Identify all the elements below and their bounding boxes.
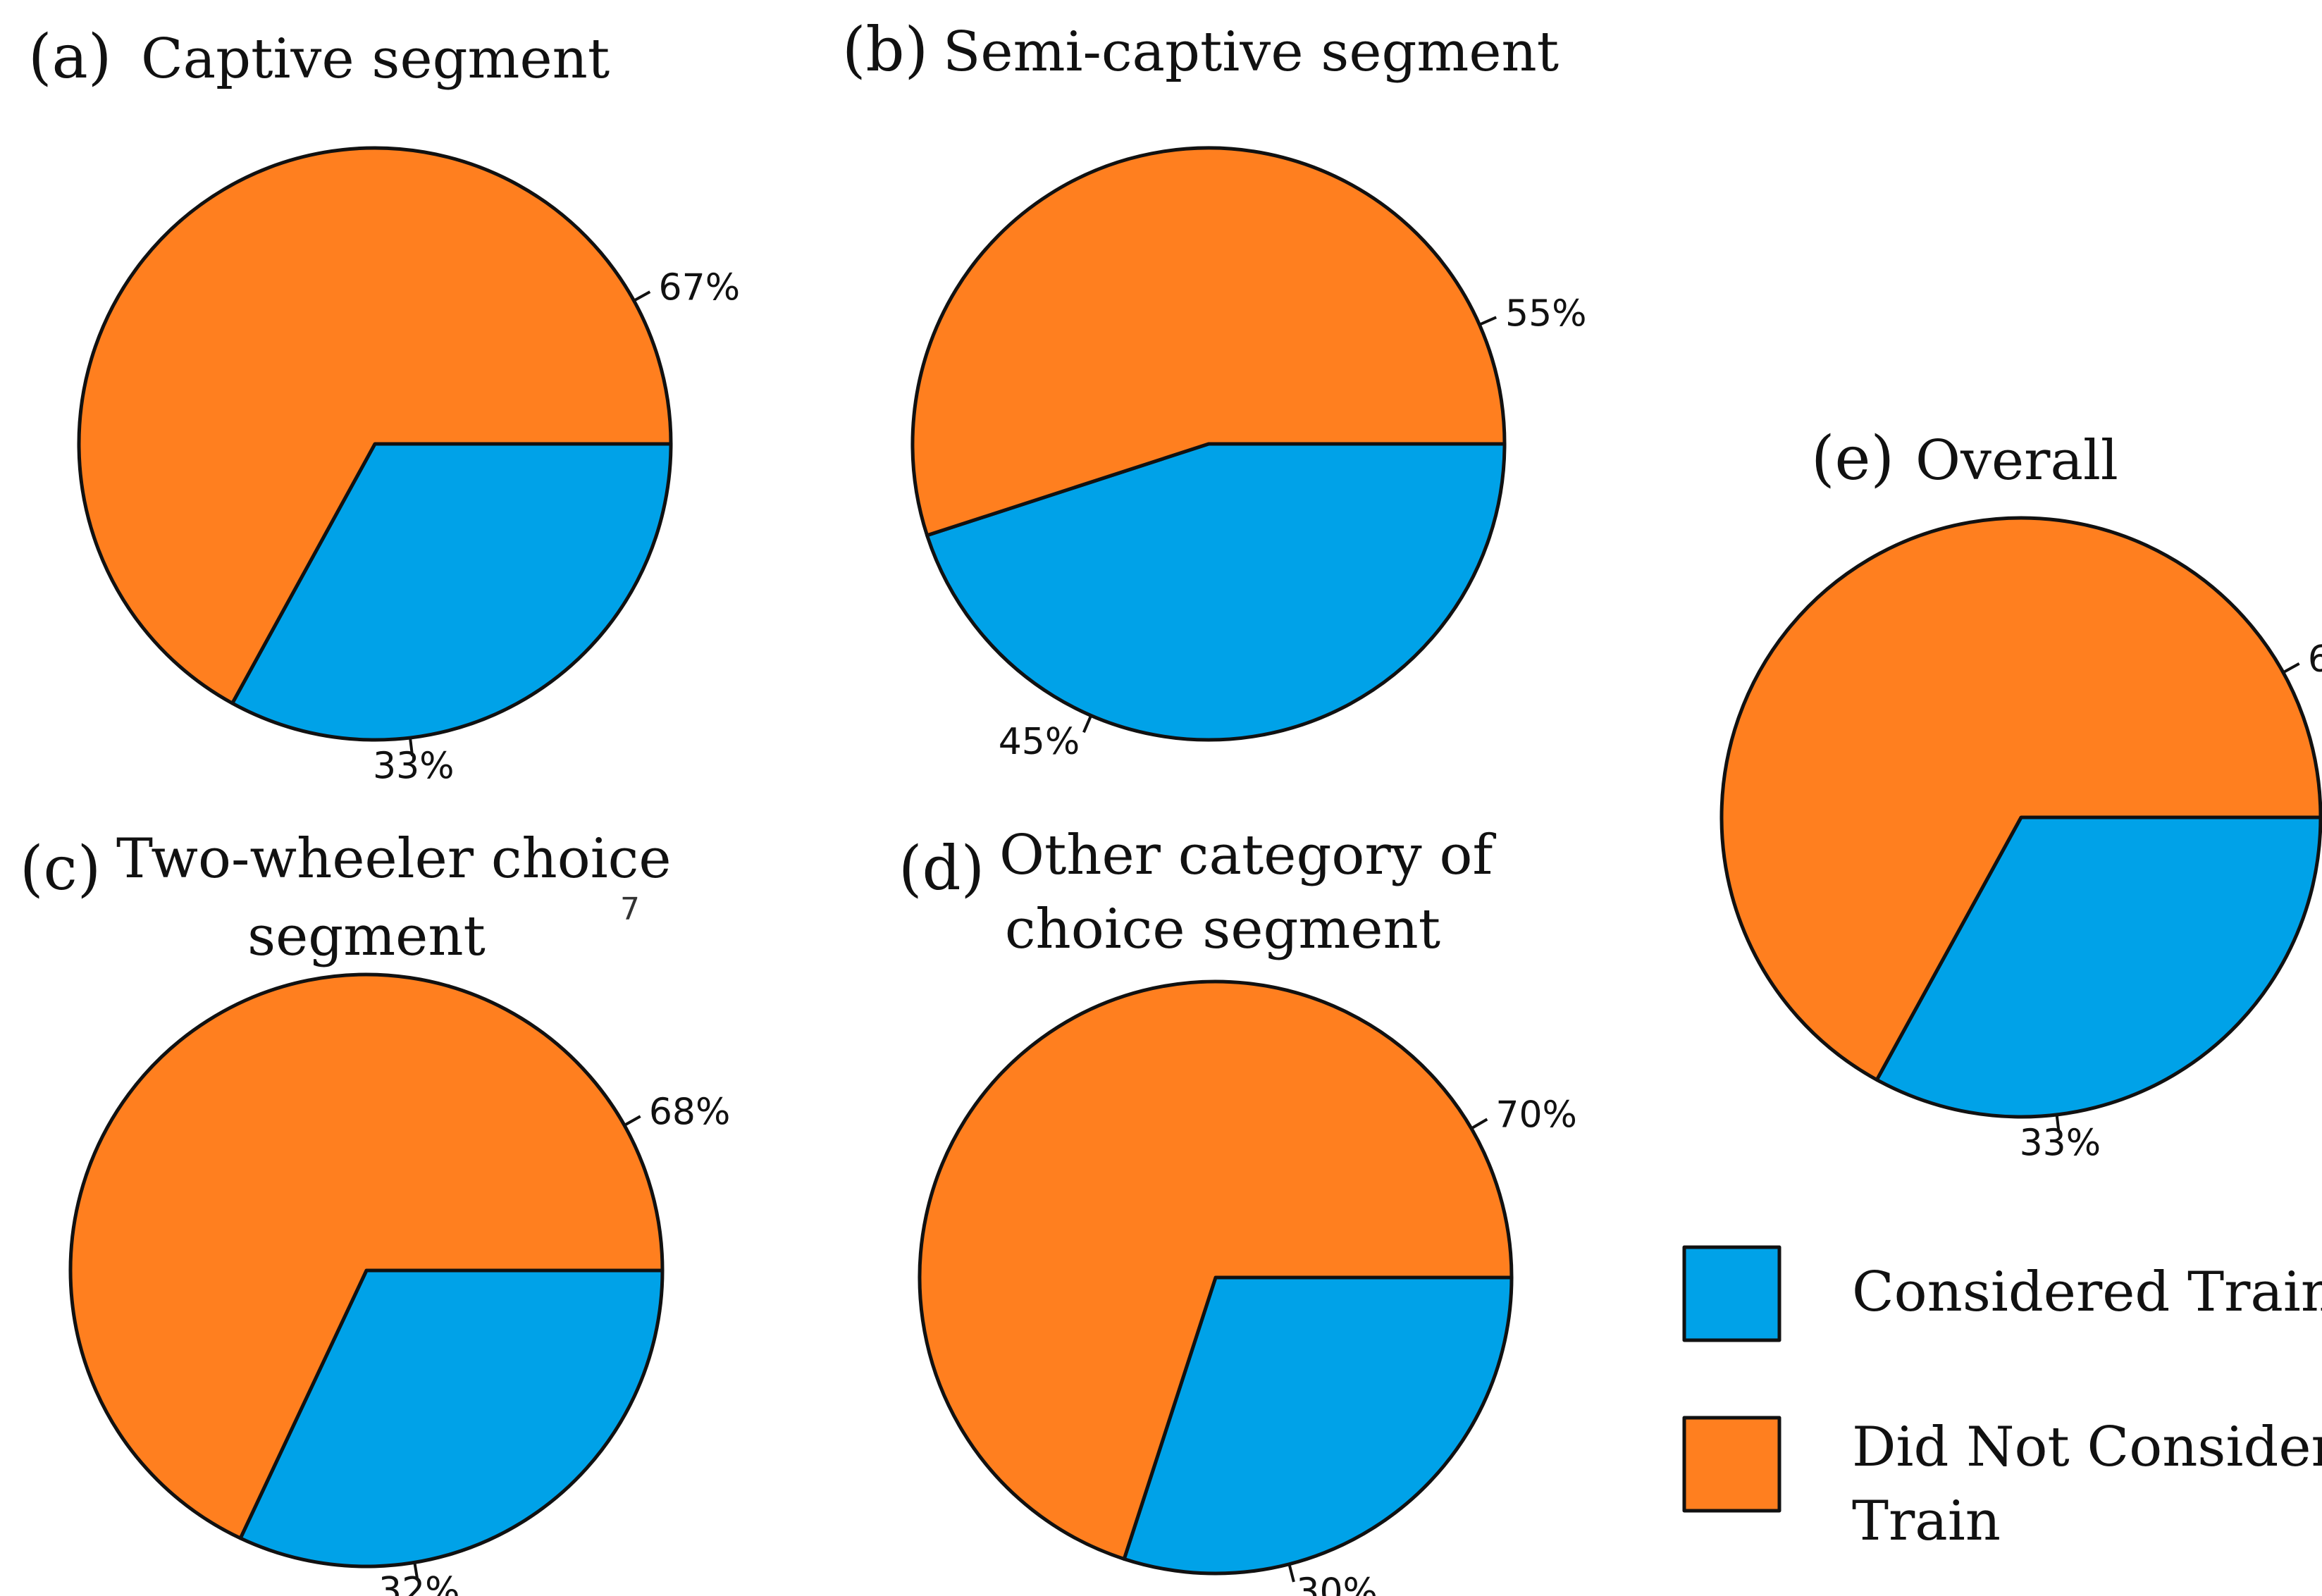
panel-d-letter: (d) <box>898 834 984 904</box>
panel-d-title-line-1: Other category of <box>999 824 1496 887</box>
legend: Considered Train Did Not Consider Train <box>1682 1245 2322 1553</box>
panel-c-letter: (c) <box>20 834 101 904</box>
panel-a-letter: (a) <box>28 22 111 92</box>
pie-c-leader-not-considered <box>624 1115 641 1126</box>
pie-e-leader-not-considered <box>2283 662 2300 674</box>
legend-swatch-did-not-consider-train <box>1682 1416 1781 1513</box>
pie-a-slice-considered <box>230 442 673 742</box>
panel-b: (b) Semi-captive segment 45% 55% <box>842 15 1587 763</box>
panel-d: (d) Other category of choice segment 30%… <box>898 824 1577 1596</box>
pie-d-slice-considered <box>1122 1275 1514 1576</box>
pie-a-label-considered: 33% <box>373 746 455 788</box>
pie-c: 32% 68% <box>68 972 731 1596</box>
pie-b-label-not-considered: 55% <box>1505 293 1587 335</box>
legend-swatch-considered-train <box>1682 1245 1781 1342</box>
pie-e-label-not-considered: 67% <box>2308 638 2322 681</box>
pie-b: 45% 55% <box>910 146 1587 763</box>
pie-a: 33% 67% <box>77 146 741 788</box>
pie-d-slice-not-considered <box>918 979 1514 1561</box>
pie-c-label-not-considered: 68% <box>649 1091 731 1133</box>
panel-c: (c) Two-wheeler choice segment 7 32% 68% <box>20 827 730 1596</box>
panel-e-title: Overall <box>1915 429 2118 493</box>
pie-b-slice-considered <box>925 442 1507 742</box>
legend-label-did-not-consider-line-2: Train <box>1852 1490 2001 1553</box>
panel-c-title-line-1: Two-wheeler choice <box>116 827 672 891</box>
pie-a-leader-considered <box>409 738 414 757</box>
pie-e-leader-considered <box>2055 1115 2061 1134</box>
pie-d-leader-considered <box>1288 1565 1295 1583</box>
pie-d-label-not-considered: 70% <box>1495 1094 1577 1136</box>
pie-a-label-not-considered: 67% <box>659 266 741 309</box>
pie-e-slice-considered <box>1875 815 2322 1119</box>
pie-a-leader-not-considered <box>634 290 651 302</box>
panel-c-title-line-2: segment <box>247 905 486 968</box>
pie-b-slice-not-considered <box>910 146 1507 538</box>
panel-e: (e) Overall 33% 67% <box>1719 423 2322 1165</box>
pie-e: 33% 67% <box>1719 516 2322 1165</box>
pie-e-label-considered: 33% <box>2020 1122 2101 1165</box>
panel-e-letter: (e) <box>1811 423 1894 494</box>
pie-b-leader-considered <box>1082 716 1092 734</box>
panel-a: (a) Captive segment 33% 67% <box>28 22 740 788</box>
panel-d-title-line-2: choice segment <box>1005 898 1440 961</box>
pie-c-label-considered: 32% <box>378 1570 460 1596</box>
stray-mark: 7 <box>620 891 640 927</box>
pie-b-leader-not-considered <box>1480 316 1497 326</box>
pie-c-slice-not-considered <box>68 972 665 1540</box>
pie-d-label-considered: 30% <box>1296 1571 1378 1596</box>
legend-label-did-not-consider-line-1: Did Not Consider <box>1852 1416 2322 1479</box>
pie-d: 30% 70% <box>918 979 1577 1596</box>
legend-label-considered-train: Considered Train <box>1852 1261 2322 1324</box>
pie-d-leader-not-considered <box>1471 1118 1488 1130</box>
pie-b-label-considered: 45% <box>999 721 1080 763</box>
pie-e-slice-not-considered <box>1719 516 2322 1082</box>
panel-b-letter: (b) <box>842 15 928 85</box>
panel-a-title: Captive segment <box>141 27 610 91</box>
pie-c-slice-considered <box>238 1268 665 1569</box>
pie-c-leader-considered <box>413 1564 419 1581</box>
pie-a-slice-not-considered <box>77 146 673 705</box>
panel-b-title: Semi-captive segment <box>943 20 1559 84</box>
